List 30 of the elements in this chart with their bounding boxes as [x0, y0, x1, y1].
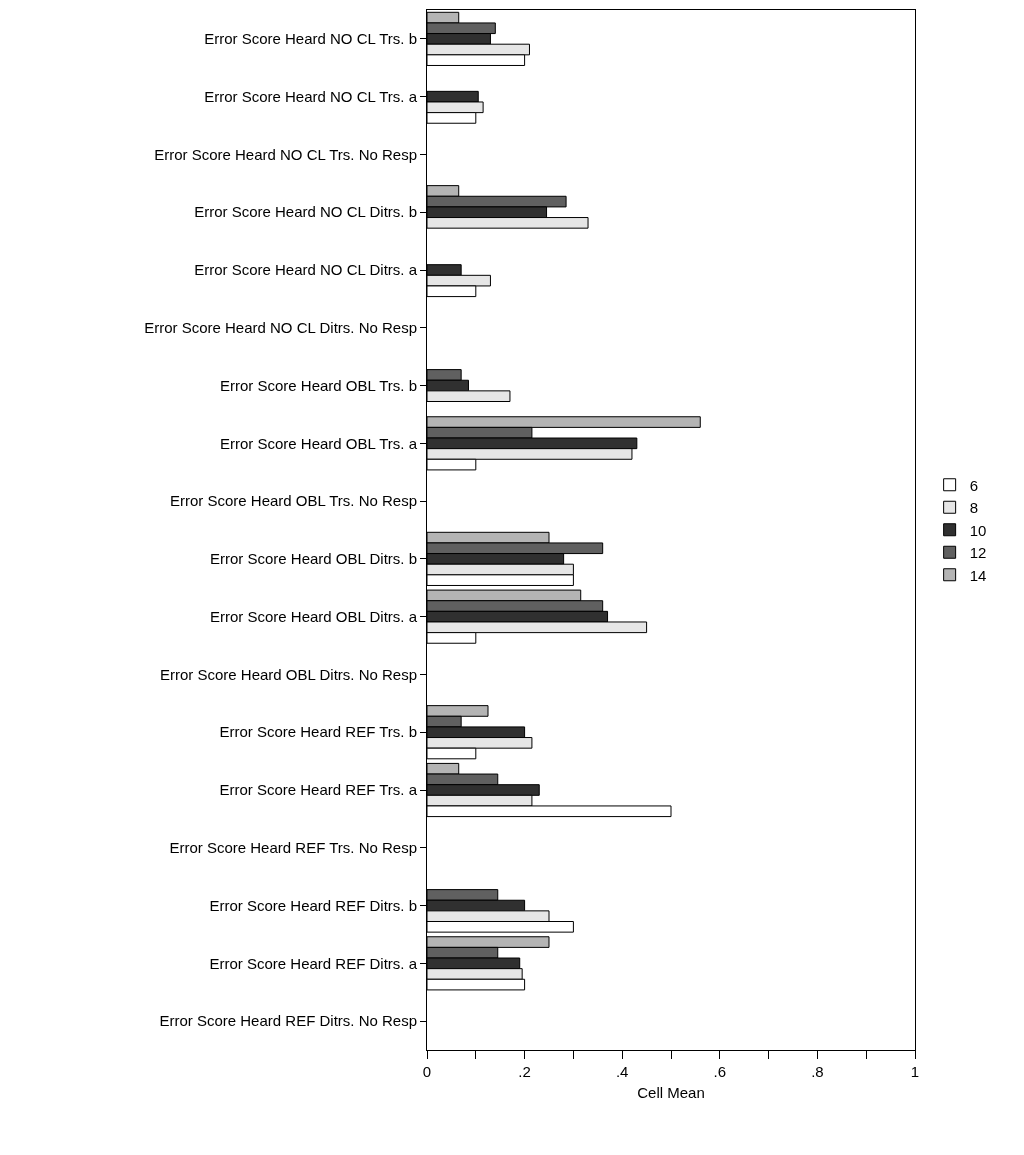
y-tick-label: Error Score Heard REF Ditrs. b [209, 896, 417, 914]
x-tick-label: .8 [811, 1063, 824, 1080]
y-tick-label: Error Score Heard REF Trs. No Resp [169, 839, 417, 857]
y-tick-label: Error Score Heard REF Trs. a [219, 781, 418, 799]
y-tick-label: Error Score Heard OBL Trs. a [219, 434, 418, 452]
x-axis-title: Cell Mean [637, 1084, 705, 1101]
y-tick-label: Error Score Heard NO CL Ditrs. a [194, 261, 418, 279]
y-tick-label: Error Score Heard NO CL Ditrs. No Resp [144, 319, 417, 337]
y-tick-label: Error Score Heard NO CL Trs. a [204, 87, 418, 105]
y-tick-label: Error Score Heard REF Ditrs. a [209, 954, 418, 972]
x-tick-label: .4 [615, 1063, 629, 1080]
y-tick-label: Error Score Heard NO CL Trs. b [204, 30, 417, 48]
legend-label: 8 [969, 499, 978, 517]
y-tick-label: Error Score Heard REF Ditrs. No Resp [159, 1012, 417, 1030]
y-tick-label: Error Score Heard OBL Trs. b [219, 376, 417, 394]
legend-label: 10 [969, 521, 987, 539]
y-tick-label: Error Score Heard REF Trs. b [219, 723, 417, 741]
x-tick-label: .2 [518, 1063, 531, 1080]
y-tick-label: Error Score Heard NO CL Ditrs. b [194, 203, 417, 221]
legend-label: 6 [969, 476, 978, 494]
y-tick-label: Error Score Heard OBL Ditrs. b [209, 550, 417, 568]
x-tick-label: .6 [713, 1063, 727, 1080]
y-tick-label: Error Score Heard NO CL Trs. No Resp [154, 145, 417, 163]
x-tick-label: 0 [422, 1063, 432, 1080]
legend-label: 14 [969, 566, 987, 584]
y-tick-label: Error Score Heard OBL Trs. No Resp [169, 492, 417, 510]
legend-label: 12 [969, 544, 987, 562]
y-tick-label: Error Score Heard OBL Ditrs. No Resp [159, 665, 417, 683]
y-tick-label: Error Score Heard OBL Ditrs. a [209, 607, 418, 625]
x-tick-label: 1 [910, 1063, 920, 1080]
